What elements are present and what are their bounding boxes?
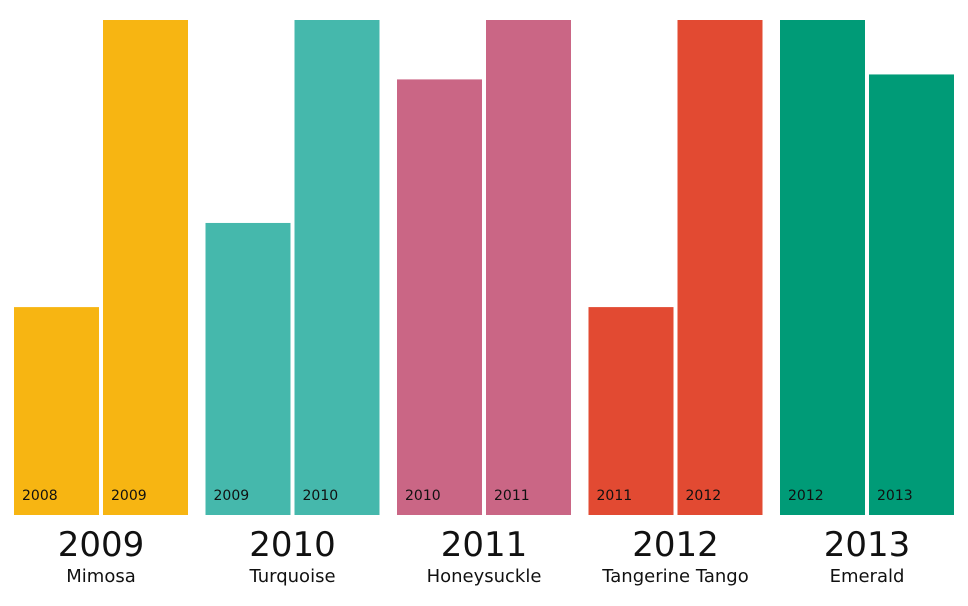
bar-2009-2008	[14, 307, 99, 515]
bar-label: 2013	[877, 488, 913, 504]
group-name-label: Emerald	[830, 566, 905, 587]
bar-2013-2013	[869, 74, 954, 515]
bar-2011-2010	[397, 79, 482, 516]
group-year-label: 2012	[632, 525, 719, 565]
bar-2010-2010	[294, 20, 380, 515]
bar-label: 2011	[494, 488, 530, 504]
group-year-label: 2013	[824, 525, 911, 565]
group-year-label: 2009	[58, 525, 145, 565]
group-name-label: Mimosa	[66, 566, 136, 587]
group-year-label: 2011	[441, 525, 528, 565]
bar-label: 2010	[303, 488, 339, 504]
bar-label: 2012	[686, 488, 722, 504]
bar-2009-2009	[103, 20, 188, 515]
bar-2010-2009	[205, 222, 291, 515]
bar-2013-2012	[780, 20, 865, 515]
bar-label: 2011	[597, 488, 633, 504]
bar-label: 2010	[405, 488, 441, 504]
group-name-label: Tangerine Tango	[601, 566, 748, 587]
bar-2012-2011	[588, 307, 674, 515]
group-name-label: Honeysuckle	[427, 566, 542, 587]
group-name-label: Turquoise	[248, 566, 335, 587]
bar-label: 2009	[214, 488, 250, 504]
bar-2012-2012	[677, 20, 763, 515]
bar-label: 2012	[788, 488, 824, 504]
bar-label: 2008	[22, 488, 58, 504]
bar-label: 2009	[111, 488, 147, 504]
group-year-label: 2010	[249, 525, 336, 565]
bar-2011-2011	[486, 20, 571, 515]
